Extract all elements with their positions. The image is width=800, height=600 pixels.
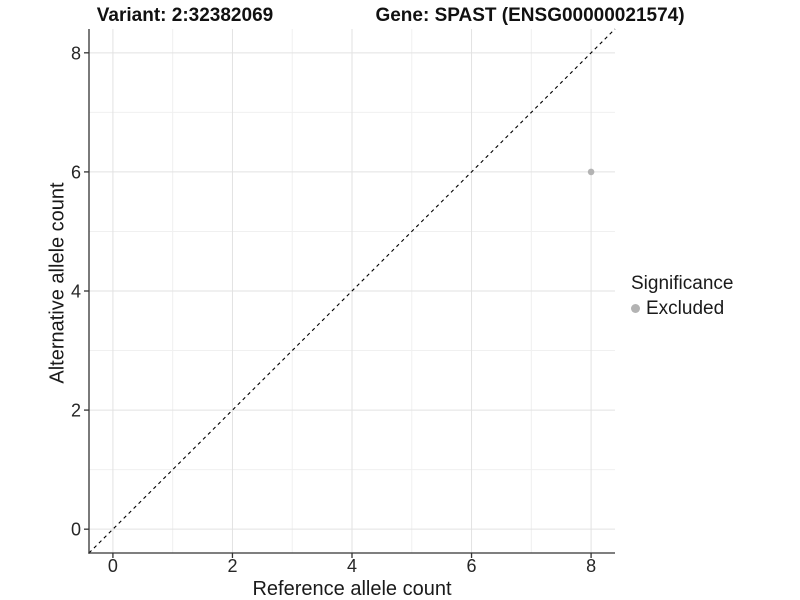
- y-axis-title: Alternative allele count: [46, 182, 69, 384]
- x-tick-label: 2: [227, 556, 237, 576]
- legend-item-excluded: Excluded: [631, 297, 733, 320]
- x-tick-labels: 0 2 4 6 8: [108, 556, 596, 576]
- y-tick-label: 8: [71, 43, 81, 63]
- variant-title: Variant: 2:32382069: [96, 5, 274, 26]
- y-tick-labels: 0 2 4 6 8: [71, 43, 81, 539]
- y-tick-label: 4: [71, 282, 81, 302]
- x-axis-title: Reference allele count: [252, 578, 452, 600]
- identity-dashed-line: [88, 28, 616, 554]
- x-tick-label: 4: [347, 556, 357, 576]
- gene-title: Gene: SPAST (ENSG00000021574): [375, 5, 685, 26]
- x-tick-label: 6: [467, 556, 477, 576]
- legend-item-label: Excluded: [646, 298, 725, 319]
- excluded-point-icon: [631, 304, 640, 313]
- tick-marks: [84, 52, 592, 558]
- y-tick-label: 2: [71, 401, 81, 421]
- data-point: [587, 168, 595, 176]
- legend: Significance Excluded: [631, 272, 733, 320]
- x-tick-label: 0: [108, 556, 118, 576]
- y-tick-label: 0: [71, 520, 81, 540]
- x-tick-label: 8: [586, 556, 596, 576]
- y-tick-label: 6: [71, 162, 81, 182]
- data-points: [587, 168, 595, 176]
- legend-title: Significance: [631, 273, 734, 294]
